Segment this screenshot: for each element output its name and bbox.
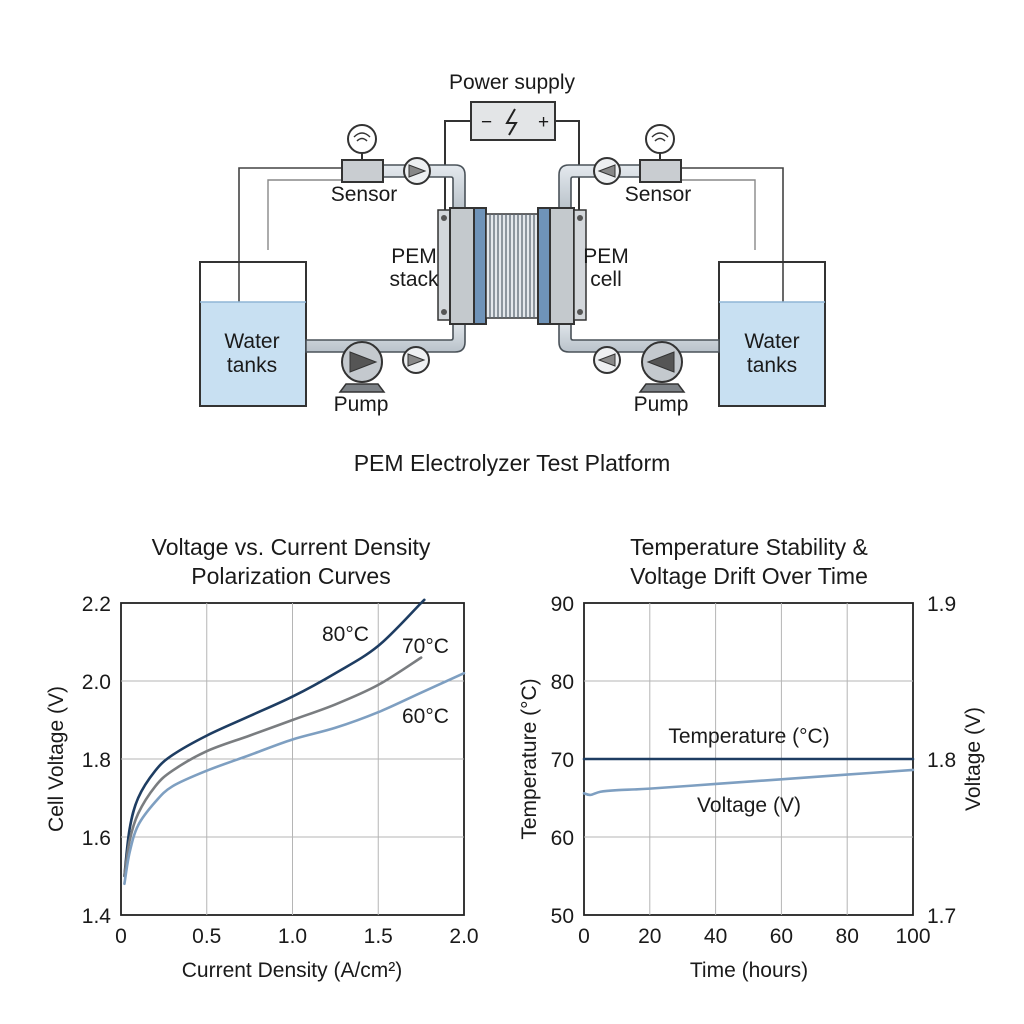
chart2-series: Temperature (°C) Voltage (V) [582,725,915,817]
chart1-series: 80°C 70°C 60°C [123,598,466,886]
series-line-2 [123,671,466,886]
chart1-xlabel: Current Density (A/cm²) [182,959,403,982]
pem-stack-label-1: PEM [391,245,437,268]
y-tick-label: 70 [551,749,574,772]
signal-wire-left [238,167,342,310]
stack-plates [489,214,535,318]
pump-right: Pump [634,341,689,416]
y-tick-label: 2.2 [82,593,111,616]
signal-wire-right [680,167,784,310]
series-label: 70°C [402,635,449,658]
chart1-title-line2: Polarization Curves [191,563,390,589]
y-tick-label: 1.8 [82,749,111,772]
power-wire-left [444,120,471,210]
chart2-tick-labels: 0 20 40 60 80 100 50 60 70 80 90 1.7 1.8 1.9 [551,593,957,948]
y2-tick-label: 1.7 [927,905,956,928]
tank-right-label-2: tanks [747,354,797,377]
valve-left-top [403,157,431,185]
y-tick-label: 80 [551,671,574,694]
y-tick-label: 90 [551,593,574,616]
y2-tick-label: 1.8 [927,749,956,772]
power-supply-label: Power supply [449,71,576,94]
pem-stack [437,207,587,325]
series-line-1 [123,656,423,878]
x-tick-label: 2.0 [449,925,478,948]
y-tick-label: 50 [551,905,574,928]
polarization-chart: Voltage vs. Current Density Polarization… [45,534,479,982]
power-plus: + [538,112,549,133]
x-tick-label: 40 [704,925,727,948]
tank-left-label-1: Water [224,330,279,353]
pem-stack-label-2: stack [389,268,439,291]
pump-left: Pump [334,341,389,416]
x-tick-label: 80 [836,925,859,948]
series-label: 60°C [402,705,449,728]
tank-left-label-2: tanks [227,354,277,377]
y-tick-label: 1.6 [82,827,111,850]
chart1-title-line1: Voltage vs. Current Density [152,534,431,560]
series-line-1 [582,768,915,797]
chart2-xlabel: Time (hours) [690,959,808,982]
diagram-caption: PEM Electrolyzer Test Platform [354,450,671,476]
lightning-icon [505,108,518,136]
x-tick-label: 0 [578,925,590,948]
x-tick-label: 60 [770,925,793,948]
series-line-0 [123,598,426,878]
tank-right-label-1: Water [744,330,799,353]
y-tick-label: 2.0 [82,671,111,694]
x-tick-label: 100 [895,925,930,948]
y-tick-label: 60 [551,827,574,850]
y-tick-label: 1.4 [82,905,112,928]
chart2-title-line1: Temperature Stability & [630,534,868,560]
water-tank-left: Water tanks [199,261,307,407]
valve-left-bottom [402,346,430,374]
water-tank-right: Water tanks [718,261,826,407]
x-tick-label: 0.5 [192,925,221,948]
power-supply: − + [470,101,556,141]
sensor-right: Sensor [625,124,692,206]
x-tick-label: 20 [638,925,661,948]
chart2-y2label: Voltage (V) [962,707,985,811]
series-label: Temperature (°C) [668,725,829,748]
series-label: Voltage (V) [697,794,801,817]
chart1-ylabel: Cell Voltage (V) [45,686,68,832]
power-wire-right [555,120,580,210]
pump-right-label: Pump [634,393,689,416]
sensor-left-label: Sensor [331,183,398,206]
x-tick-label: 0 [115,925,127,948]
x-tick-label: 1.0 [278,925,307,948]
power-minus: − [481,112,492,133]
pem-cell-label-2: cell [590,268,622,291]
pem-cell-label-1: PEM [583,245,629,268]
valve-right-bottom [593,346,621,374]
chart2-title-line2: Voltage Drift Over Time [630,563,868,589]
chart1-tick-labels: 0 0.5 1.0 1.5 2.0 1.4 1.6 1.8 2.0 2.2 [82,593,479,948]
pump-left-label: Pump [334,393,389,416]
stability-chart: Temperature Stability & Voltage Drift Ov… [518,534,985,982]
signal-wire-left-2 [267,179,342,250]
chart2-ylabel: Temperature (°C) [518,678,541,839]
y2-tick-label: 1.9 [927,593,956,616]
system-diagram: Power supply − + Water tanks Water t [199,71,826,476]
x-tick-label: 1.5 [364,925,393,948]
valve-right-top [593,157,621,185]
chart1-grid [120,602,465,916]
sensor-right-label: Sensor [625,183,692,206]
signal-wire-right-2 [680,179,756,250]
series-label: 80°C [322,623,369,646]
sensor-left: Sensor [331,124,398,206]
